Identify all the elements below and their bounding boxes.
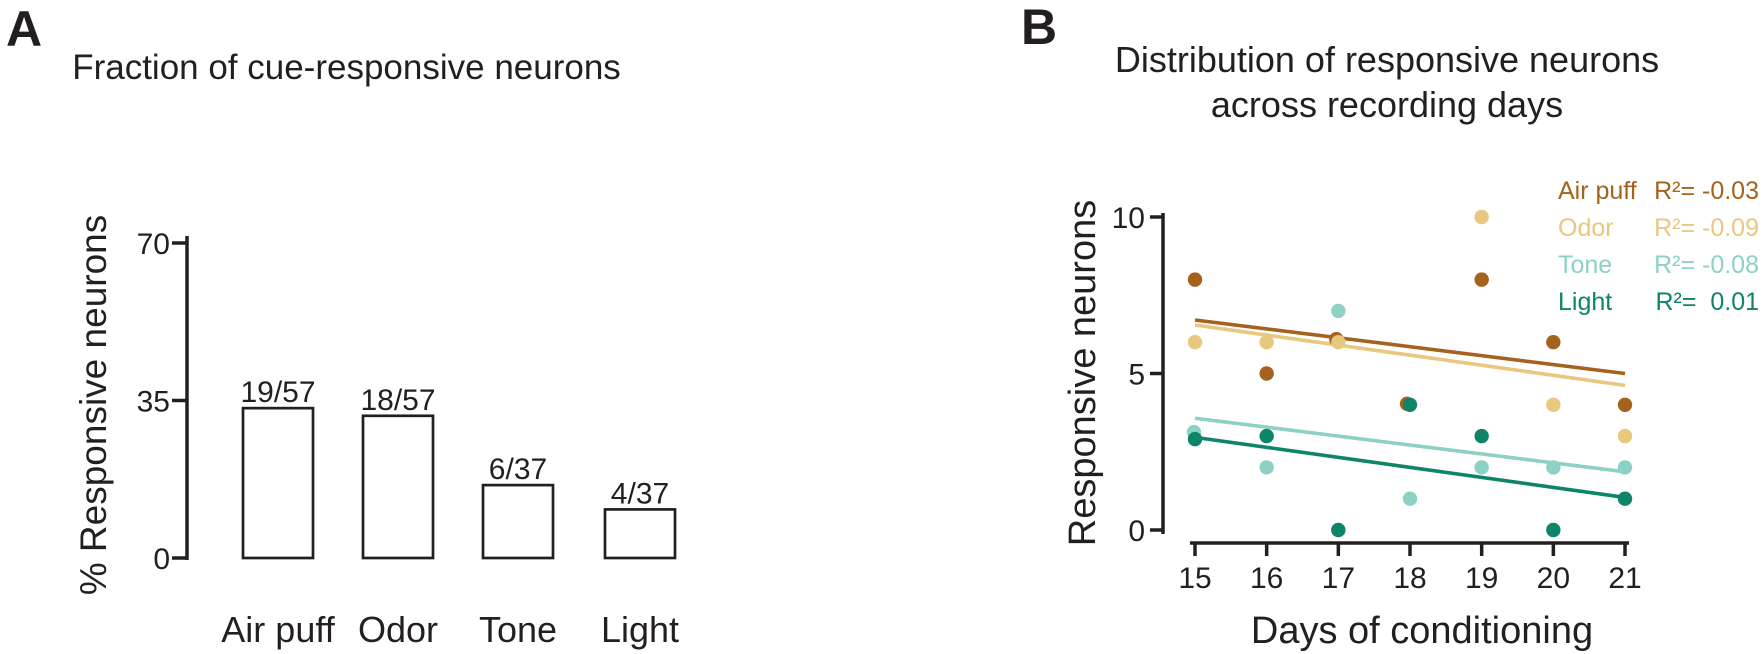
point-air-puff <box>1617 397 1633 412</box>
point-air-puff <box>1259 366 1274 381</box>
panel-b-x-tick-label: 21 <box>1608 562 1641 595</box>
bar-odor <box>361 414 435 560</box>
legend-row-tone: Tone R²= -0.08 <box>1558 247 1759 284</box>
panel-a-label: A <box>6 1 43 57</box>
point-light <box>1259 428 1274 444</box>
panel-b-x-axis-label: Days of conditioning <box>1250 610 1594 652</box>
legend-series-name: Air puff <box>1558 177 1637 205</box>
legend-row-air-puff: Air puff R²= -0.03 <box>1558 173 1759 210</box>
bar-value-label-tone: 6/37 <box>489 453 547 486</box>
panel-b-label: B <box>1021 0 1058 55</box>
bar-value-label-air-puff: 19/57 <box>240 376 315 409</box>
point-light <box>1187 431 1203 447</box>
point-tone <box>1402 491 1418 506</box>
panel-a-title: Fraction of cue-responsive neurons <box>72 48 621 87</box>
legend-r2-value: R²= -0.08 <box>1654 251 1759 279</box>
point-light <box>1617 491 1633 506</box>
panel-b-y-axis-label: Responsive neurons <box>1062 199 1104 547</box>
point-air-puff <box>1546 335 1561 350</box>
category-label-air-puff: Air puff <box>221 609 335 650</box>
category-label-odor: Odor <box>358 609 438 650</box>
category-label-light: Light <box>601 609 679 650</box>
point-tone <box>1546 460 1561 475</box>
point-light <box>1331 522 1346 538</box>
legend-r2-value: R²= 0.01 <box>1655 288 1759 316</box>
panel-b-title-line1: Distribution of responsive neurons <box>1114 39 1660 80</box>
panel-b-y-tick-label: 10 <box>1112 202 1145 235</box>
legend-series-name: Odor <box>1558 214 1614 242</box>
bar-value-label-odor: 18/57 <box>360 384 435 417</box>
panel-b-x-tick-label: 20 <box>1537 562 1570 595</box>
trend-line-odor <box>1194 323 1626 388</box>
bar-air-puff <box>241 406 315 560</box>
legend-series-name: Light <box>1558 288 1613 316</box>
point-odor <box>1546 397 1561 412</box>
panel-a-y-tick-label: 0 <box>153 543 170 576</box>
point-odor <box>1617 428 1633 444</box>
legend-series-name: Tone <box>1558 251 1613 279</box>
legend-r2-value: R²= -0.03 <box>1654 177 1759 205</box>
point-tone <box>1474 460 1489 475</box>
point-light <box>1546 522 1561 538</box>
point-tone <box>1617 460 1633 475</box>
legend: Air puff R²= -0.03 Odor R²= -0.09 Tone R²= -0… <box>1558 173 1759 321</box>
bar-tone <box>481 483 555 560</box>
panel-b-x-tick-label: 18 <box>1393 562 1426 595</box>
point-tone <box>1259 460 1274 475</box>
category-label-tone: Tone <box>479 609 557 650</box>
point-odor <box>1331 335 1346 350</box>
point-light <box>1402 397 1418 412</box>
panel-b-x-tick-label: 16 <box>1250 562 1283 595</box>
legend-r2-value: R²= -0.09 <box>1654 214 1759 242</box>
point-tone <box>1331 303 1346 319</box>
panel-a-y-tick-label: 35 <box>137 386 170 419</box>
panel-b-x-tick-label: 19 <box>1465 562 1498 595</box>
point-odor <box>1474 209 1489 225</box>
panel-b-x-tick-label: 15 <box>1178 562 1211 595</box>
trend-line-light <box>1194 435 1626 500</box>
panel-a-y-axis-label: % Responsive neurons <box>73 214 114 596</box>
bar-value-label-light: 4/37 <box>611 477 669 510</box>
trend-line-air-puff <box>1194 318 1626 376</box>
panel-b-y-tick-label: 0 <box>1128 515 1145 548</box>
panel-a-y-tick-label: 70 <box>137 228 170 261</box>
legend-row-odor: Odor R²= -0.09 <box>1558 210 1759 247</box>
panel-b-title-line2: across recording days <box>1210 84 1564 125</box>
bar-light <box>603 508 677 560</box>
point-odor <box>1187 335 1203 350</box>
point-light <box>1474 428 1489 444</box>
point-air-puff <box>1474 272 1489 287</box>
panel-b-y-tick-label: 5 <box>1128 359 1145 392</box>
point-odor <box>1259 335 1274 350</box>
point-air-puff <box>1187 272 1203 287</box>
legend-row-light: Light R²= 0.01 <box>1558 284 1759 321</box>
panel-b-x-tick-label: 17 <box>1322 562 1355 595</box>
